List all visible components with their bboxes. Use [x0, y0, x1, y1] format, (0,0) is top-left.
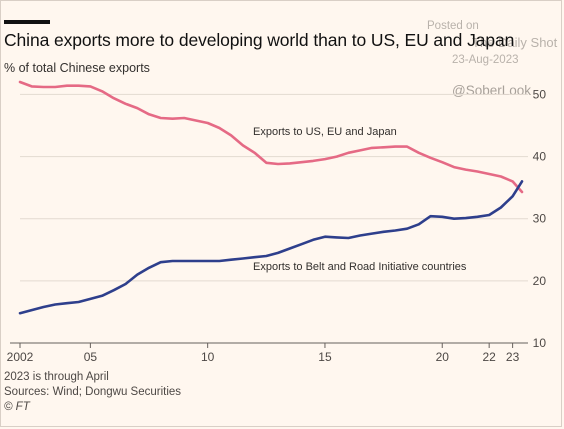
annotation-layer: Exports to US, EU and Japan Exports to Be… [253, 126, 467, 273]
series-layer [18, 80, 524, 315]
watermark-source: The Daily Shot [472, 35, 558, 50]
grid-layer [20, 93, 528, 282]
tick-label-layer: 10 20 30 40 50 2002 05 10 15 20 22 23 [7, 87, 547, 364]
footnote-sources: Sources: Wind; Dongwu Securities [4, 386, 182, 398]
series-label-2: Exports to Belt and Road Initiative coun… [253, 261, 467, 273]
x-tick-label-05: 05 [84, 350, 98, 364]
x-tick-label-20: 20 [436, 350, 450, 364]
series-line-1 [18, 80, 524, 194]
y-axis-label: % of total Chinese exports [4, 61, 150, 75]
x-tick-label-23: 23 [506, 350, 520, 364]
axis-layer [10, 342, 528, 348]
title-accent-bar [4, 20, 50, 24]
chart-title: China exports more to developing world t… [4, 30, 515, 50]
x-tick-label-10: 10 [201, 350, 215, 364]
y-tick-label-20: 20 [533, 274, 547, 288]
x-tick-label-15: 15 [318, 350, 332, 364]
watermark-date: 23-Aug-2023 [452, 54, 519, 66]
y-tick-label-40: 40 [533, 150, 547, 164]
y-tick-label-50: 50 [533, 87, 547, 101]
series-label-1: Exports to US, EU and Japan [253, 126, 397, 138]
series-line-2 [18, 180, 524, 315]
watermark-posted-on: Posted on [427, 20, 479, 32]
y-tick-label-30: 30 [533, 212, 547, 226]
y-tick-label-10: 10 [533, 336, 547, 350]
x-tick-label-22: 22 [482, 350, 496, 364]
footnote-credit: © FT [4, 401, 30, 413]
footnote-period: 2023 is through April [4, 371, 109, 383]
x-tick-label-2002: 2002 [7, 350, 34, 364]
